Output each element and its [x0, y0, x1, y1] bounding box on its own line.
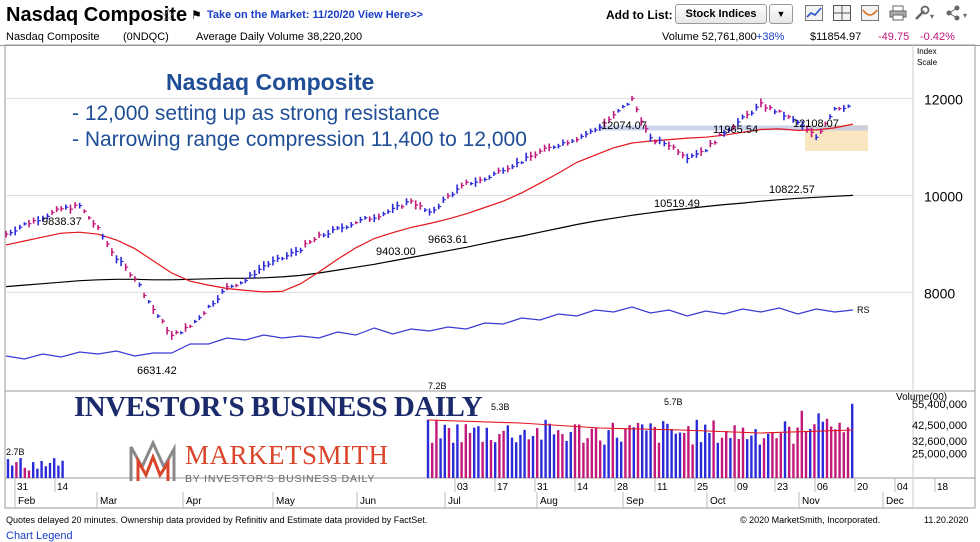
month-label: Apr	[186, 496, 202, 507]
marketsmith-logo-icon	[129, 439, 176, 481]
day-label: 23	[777, 482, 789, 493]
y-tick-label: 12000	[924, 91, 963, 107]
price-annotation: 12074.07	[601, 120, 647, 132]
volume-pct: +38%	[756, 31, 785, 43]
top-toolbar: Nasdaq Composite ☆ ⚑ Take on the Market:…	[0, 0, 980, 30]
month-label: Jun	[360, 496, 376, 507]
month-label: Nov	[802, 496, 820, 507]
day-label: 28	[617, 482, 629, 493]
flag-icon: ⚑	[191, 8, 202, 22]
price-annotation: 9838.37	[42, 216, 82, 228]
day-label: 31	[537, 482, 549, 493]
price-change: -49.75	[878, 31, 910, 43]
ma-200-line	[5, 194, 854, 288]
svg-text:▾: ▾	[930, 12, 934, 21]
index-symbol: (0NDQC)	[123, 31, 169, 43]
day-label: 18	[937, 482, 949, 493]
volume-tick-label: 32,600,000	[912, 436, 967, 448]
print-icon[interactable]	[888, 5, 908, 23]
day-label: 17	[497, 482, 509, 493]
day-label: 20	[857, 482, 869, 493]
footer-date: 11.20.2020	[924, 515, 969, 525]
index-scale-line1: Index	[917, 47, 937, 56]
average-volume: Average Daily Volume 38,220,200	[196, 31, 363, 43]
volume-peak-label: 2.7B	[6, 447, 25, 457]
line-chart-icon[interactable]	[804, 5, 824, 23]
volume-axis-title: Volume(00)	[896, 392, 947, 403]
compare-chart-icon[interactable]	[860, 5, 880, 23]
volume-peak-label: 5.7B	[664, 397, 683, 407]
volume-peak-label: 5.3B	[491, 402, 510, 412]
rs-line	[5, 306, 854, 360]
page-title: Nasdaq Composite	[6, 4, 188, 26]
day-label: 04	[897, 482, 909, 493]
day-label: 14	[577, 482, 589, 493]
day-label: 14	[57, 482, 69, 493]
index-scale-label: Index Scale	[917, 46, 937, 68]
price-annotation: 9663.61	[428, 234, 468, 246]
month-label: Jul	[448, 496, 461, 507]
footer-disclaimer: Quotes delayed 20 minutes. Ownership dat…	[6, 515, 428, 525]
star-icon[interactable]: ☆	[160, 5, 177, 25]
month-label: Feb	[18, 496, 36, 507]
annotation-line-1: - 12,000 setting up as strong resistance	[72, 102, 440, 125]
month-label: Mar	[100, 496, 118, 507]
price-annotation: 10519.49	[654, 198, 700, 210]
footer: Quotes delayed 20 minutes. Ownership dat…	[0, 512, 980, 542]
rs-label: RS	[857, 305, 870, 315]
svg-text:▾: ▾	[963, 11, 967, 20]
volume-value: Volume 52,761,800	[662, 31, 757, 43]
chart-frame	[4, 44, 976, 509]
list-select[interactable]: Stock Indices	[675, 4, 767, 24]
add-to-list-label: Add to List:	[606, 8, 673, 22]
ma-50-line	[5, 123, 854, 293]
volume-peak-label: 7.2B	[428, 381, 447, 391]
volume-ma-line	[427, 419, 854, 434]
index-scale-line2: Scale	[917, 58, 938, 67]
footer-copyright: © 2020 MarketSmith, Incorporated.	[740, 515, 881, 525]
volume-tick-label: 42,500,000	[912, 420, 967, 432]
chevron-down-icon[interactable]: ▼	[769, 4, 793, 24]
month-label: Dec	[886, 496, 904, 507]
day-label: 25	[697, 482, 709, 493]
day-label: 09	[737, 482, 749, 493]
month-label: Sep	[626, 496, 644, 507]
day-label: 03	[457, 482, 469, 493]
month-label: Aug	[540, 496, 558, 507]
share-icon[interactable]: ▾	[945, 5, 967, 23]
annotation-title: Nasdaq Composite	[166, 69, 375, 95]
marketsmith-subtitle: BY INVESTOR'S BUSINESS DAILY	[185, 473, 376, 485]
day-label: 06	[817, 482, 829, 493]
ibd-logo: INVESTOR'S BUSINESS DAILY	[74, 391, 483, 423]
volume-tick-label: 55,400,000	[912, 399, 967, 411]
last-price: $11854.97	[810, 31, 862, 43]
price-annotation: 6631.42	[137, 365, 177, 377]
price-change-pct: -0.42%	[920, 31, 955, 43]
chart-legend-link[interactable]: Chart Legend	[6, 530, 73, 542]
y-tick-label: 8000	[924, 285, 955, 301]
price-annotation: 10822.57	[769, 184, 815, 196]
price-annotation: 12108.07	[793, 118, 839, 130]
volume-tick-label: 25,000,000	[912, 448, 967, 460]
day-label: 11	[657, 482, 668, 493]
price-annotation: 9403.00	[376, 246, 416, 258]
index-name: Nasdaq Composite	[6, 31, 100, 43]
price-annotation: 11965.54	[713, 124, 758, 136]
grid-layout-icon[interactable]	[832, 5, 852, 23]
y-tick-label: 10000	[924, 188, 963, 204]
marketsmith-name: MARKETSMITH	[185, 440, 389, 470]
tools-icon[interactable]: ▾	[914, 5, 934, 23]
day-label: 31	[17, 482, 29, 493]
month-label: Oct	[710, 496, 726, 507]
annotation-line-2: - Narrowing range compression 11,400 to …	[72, 128, 527, 151]
month-label: May	[276, 496, 295, 507]
take-on-market-link[interactable]: Take on the Market: 11/20/20 View Here>>	[207, 9, 424, 21]
